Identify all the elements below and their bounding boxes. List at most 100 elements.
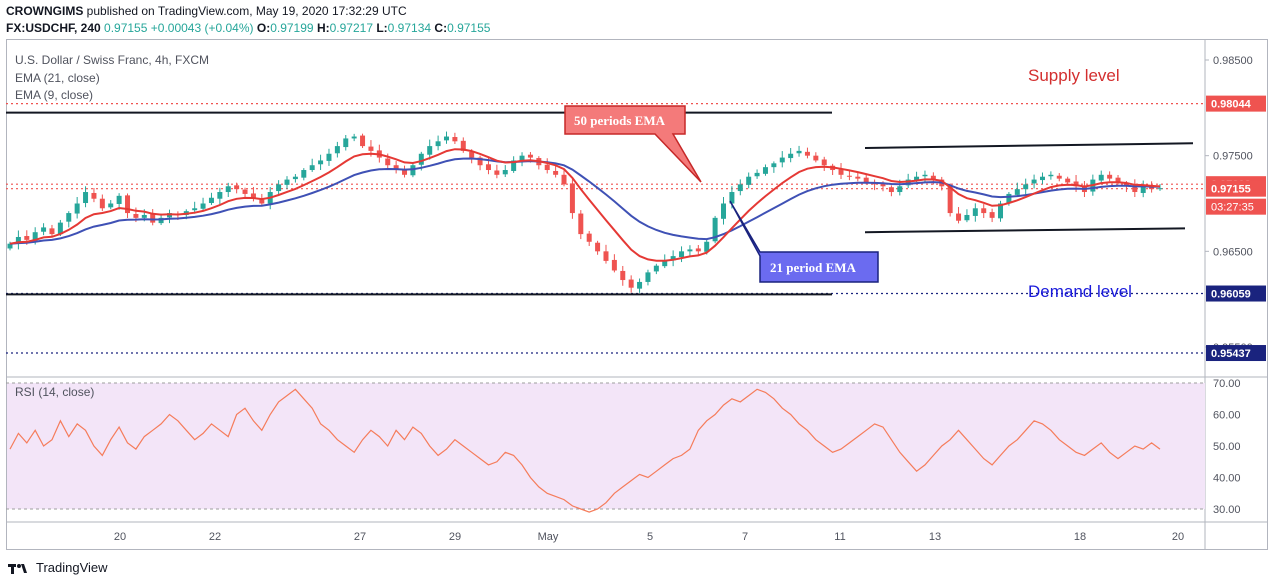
rsi-tick-label: 70.00 [1213, 378, 1241, 390]
candle-body [83, 192, 89, 204]
candle-body [242, 189, 248, 194]
candle-body [41, 227, 47, 232]
candle-body [393, 165, 399, 171]
date-tick-label: 13 [929, 531, 941, 543]
candle-body [813, 155, 819, 161]
candle-body [250, 193, 256, 199]
candle-body [586, 233, 592, 242]
price-level-tag [1206, 95, 1266, 112]
candle-body [99, 198, 105, 209]
legend-ema21[interactable]: EMA (21, close) [15, 71, 100, 85]
footer-brand-label: TradingView [36, 560, 108, 575]
countdown-tag [1206, 198, 1266, 215]
candle-body [351, 136, 357, 139]
candle-body [964, 214, 970, 221]
candle-body [670, 256, 676, 261]
publish-info: CROWNGIMS published on TradingView.com, … [6, 4, 407, 18]
channel-lower-line [864, 227, 1186, 234]
candle-body [620, 270, 626, 281]
candle-body [24, 236, 30, 240]
candle-body [679, 251, 685, 258]
close-value: 0.97155 [447, 21, 491, 35]
rsi-line [9, 388, 1161, 513]
candle-body [695, 248, 701, 252]
candle-body [368, 146, 374, 151]
candle-body [821, 159, 827, 166]
candle-body [485, 164, 491, 171]
candle-body [1115, 177, 1121, 183]
candle-body [628, 279, 634, 288]
candle-body [301, 170, 307, 178]
candle-body [91, 192, 97, 199]
candle-body [502, 170, 508, 175]
candle-body [888, 187, 894, 193]
candle-body [746, 176, 752, 185]
candle-body [418, 153, 424, 165]
candle-body [452, 137, 458, 142]
candle-body [561, 174, 567, 185]
candle-body [611, 259, 617, 271]
candle-body [1014, 189, 1020, 195]
candle-body [804, 151, 810, 156]
candle-body [1140, 186, 1146, 193]
candle-body [15, 236, 21, 244]
ohlc-bar: FX:USDCHF, 240 0.97155 +0.00043 (+0.04%)… [6, 21, 490, 35]
candle-body [981, 208, 987, 214]
candle-body [687, 249, 693, 252]
candle-body [158, 217, 164, 224]
date-tick-label: May [538, 531, 559, 543]
candle-body [116, 195, 122, 204]
candle-body [402, 169, 408, 175]
candle-body [972, 208, 978, 216]
candle-body [779, 157, 785, 163]
candle-body [494, 170, 500, 175]
candle-body [1039, 176, 1045, 181]
candle-body [721, 203, 727, 219]
candle-body [511, 160, 517, 171]
symbol-label[interactable]: FX:USDCHF, 240 [6, 21, 101, 35]
price-level-tag [1206, 285, 1266, 302]
candle-body [855, 176, 861, 179]
candle-body [737, 184, 743, 192]
ema-21-line [9, 157, 1161, 245]
price-level-label: 0.97155 [1211, 184, 1251, 196]
rsi-band [7, 383, 1205, 509]
candle-body [1056, 175, 1062, 179]
candle-body [1098, 174, 1104, 181]
legend-rsi[interactable]: RSI (14, close) [15, 385, 95, 399]
ema21-callout-box [729, 200, 879, 283]
candle-body [637, 281, 643, 289]
candle-body [729, 192, 735, 204]
candle-body [208, 197, 214, 204]
candle-body [7, 243, 13, 249]
candle-body [125, 195, 131, 214]
candle-body [343, 138, 349, 148]
candle-body [200, 203, 206, 209]
candle-body [217, 192, 223, 199]
candle-body [57, 222, 63, 235]
price-tick-label: 0.96500 [1213, 246, 1253, 258]
candle-body [1123, 182, 1129, 187]
candle-body [108, 203, 114, 208]
candle-body [292, 176, 298, 180]
ema21-callout-label: 21 period EMA [770, 260, 857, 275]
candle-body [469, 151, 475, 158]
footer-brand[interactable]: TradingView [8, 560, 108, 575]
price-level-label: 0.98044 [1211, 99, 1252, 111]
candle-body [234, 185, 240, 190]
candle-body [544, 164, 550, 171]
candle-body [897, 186, 903, 193]
candle-body [49, 228, 55, 235]
candle-body [66, 213, 72, 222]
last-price: 0.97155 [104, 21, 148, 35]
legend-ema9[interactable]: EMA (9, close) [15, 88, 94, 102]
candle-body [553, 170, 559, 175]
candle-body [930, 175, 936, 180]
candle-body [653, 265, 659, 272]
candle-body [276, 184, 282, 192]
ema50-callout-box [564, 105, 702, 183]
candle-body [603, 251, 609, 261]
price-level-tag [1206, 180, 1266, 197]
date-tick-label: 11 [834, 531, 845, 543]
